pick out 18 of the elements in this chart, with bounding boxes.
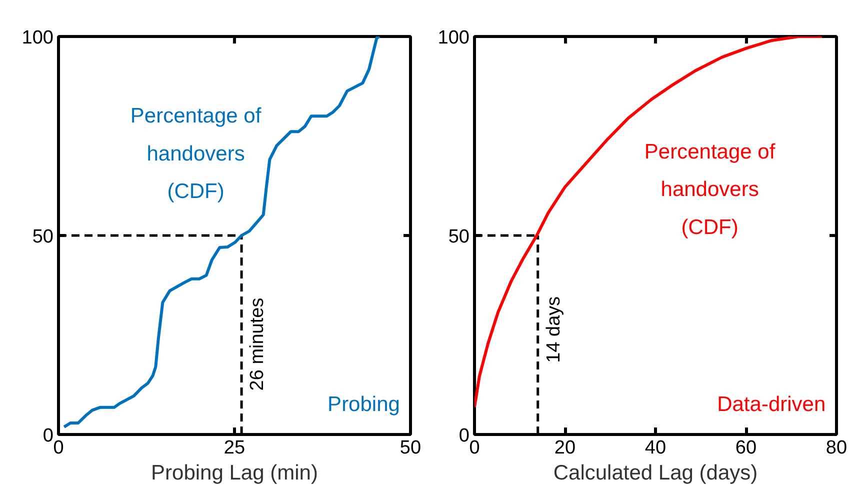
annotation: Data-driven [717, 393, 826, 416]
annotation: Probing [328, 393, 400, 416]
x-tick-label: 40 [644, 438, 666, 458]
series-label: Percentage of handovers (CDF) [644, 140, 776, 240]
ref-line-label: 26 minutes [246, 298, 268, 391]
y-tick-label: 50 [448, 226, 470, 248]
x-axis-title: Probing Lag (min) [151, 462, 318, 484]
x-tick-label: 20 [554, 438, 576, 458]
y-tick-label: 50 [32, 226, 54, 248]
y-tick-label: 100 [22, 28, 54, 48]
x-tick-label: 50 [400, 438, 422, 458]
y-tick-label: 100 [438, 28, 470, 48]
series-label: Percentage of handovers (CDF) [130, 104, 262, 204]
x-tick-label: 25 [224, 438, 246, 458]
x-tick-label: 60 [735, 438, 757, 458]
x-tick-label: 80 [826, 438, 848, 458]
ref-line-label: 14 days [543, 296, 564, 363]
x-axis-title: Calculated Lag (days) [553, 462, 758, 484]
